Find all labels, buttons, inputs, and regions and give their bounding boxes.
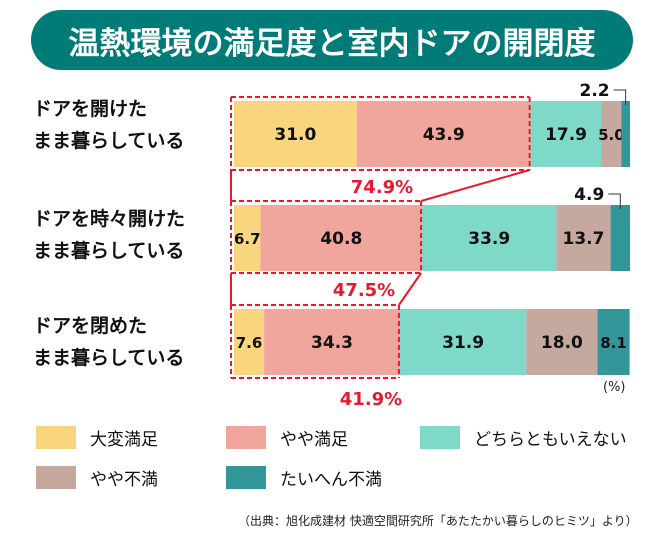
legend-swatch <box>36 426 76 449</box>
data-label: 7.6 <box>236 334 263 352</box>
connector-slant <box>398 272 422 306</box>
bar-segment <box>597 309 630 375</box>
legend-label: 大変満足 <box>90 430 158 450</box>
callout-line <box>613 89 627 105</box>
satisfied-total-label: 74.9% <box>351 177 413 198</box>
bar-segment <box>422 205 557 271</box>
legend-swatch <box>226 466 266 489</box>
bar-segment <box>356 101 531 167</box>
row-label-door-closed: ドアを閉めた まま暮らしている <box>33 310 184 374</box>
data-label: 43.9 <box>423 125 465 145</box>
row-label-line: ドアを時々開けた <box>33 208 186 230</box>
data-label: 18.0 <box>541 333 583 353</box>
data-label: 6.7 <box>234 230 261 248</box>
data-label: 40.8 <box>320 229 362 249</box>
bar-segment <box>621 101 630 167</box>
data-label: 8.1 <box>600 334 627 352</box>
bar-segment <box>556 205 611 271</box>
chart-title: 温熱環境の満足度と室内ドアの開閉度 <box>68 25 596 62</box>
data-label: 5.0 <box>598 126 625 144</box>
data-label: 31.0 <box>274 125 316 145</box>
legend-label: やや不満 <box>90 470 158 490</box>
row-label-door-open: ドアを開けた まま暮らしている <box>33 93 184 157</box>
connector-slant <box>420 169 530 202</box>
data-label: 13.7 <box>562 229 604 249</box>
legend-label: やや満足 <box>280 430 348 450</box>
row-label-line: まま暮らしている <box>33 347 185 369</box>
legend-item: どちらともいえない <box>420 425 627 450</box>
bar-segment <box>601 101 622 167</box>
data-label: 34.3 <box>311 333 353 353</box>
row-label-door-sometimes-open: ドアを時々開けた まま暮らしている <box>33 203 185 267</box>
bar-segment <box>399 309 527 375</box>
source-note: （出典：旭化成建材 快適空間研究所「あたたかい暮らしのヒミツ」より） <box>238 514 638 528</box>
legend-item: たいへん不満 <box>226 465 382 490</box>
data-label: 17.9 <box>545 125 587 145</box>
row-label-line: まま暮らしている <box>33 240 185 262</box>
row-label-line: ドアを閉めた <box>33 315 148 337</box>
legend-label: どちらともいえない <box>474 430 627 450</box>
data-label: 33.9 <box>468 229 510 249</box>
row-label-line: ドアを開けた <box>33 98 148 120</box>
bar-segment <box>234 309 265 375</box>
chart-title-banner: 温熱環境の満足度と室内ドアの開閉度 <box>31 10 633 70</box>
legend-swatch <box>226 426 266 449</box>
satisfied-total-label: 41.9% <box>340 389 402 410</box>
bar-segment <box>526 309 598 375</box>
bar-segment <box>264 309 400 375</box>
legend-item: やや不満 <box>36 465 158 490</box>
legend-item: やや満足 <box>226 425 348 450</box>
row-label-line: まま暮らしている <box>33 130 185 152</box>
satisfied-total-label: 47.5% <box>333 280 395 301</box>
legend-swatch <box>420 426 460 449</box>
data-label: 31.9 <box>442 333 484 353</box>
unit-label: (%) <box>603 380 626 395</box>
bar-segment <box>234 205 261 271</box>
bar-segment <box>234 101 357 167</box>
legend-item: 大変満足 <box>36 425 158 450</box>
data-label: 2.2 <box>580 81 610 101</box>
legend-label: たいへん不満 <box>280 470 382 490</box>
legend-swatch <box>36 466 76 489</box>
bar-segment <box>530 101 602 167</box>
data-label: 4.9 <box>574 185 604 205</box>
callout-line <box>608 193 621 209</box>
bar-segment <box>610 205 630 271</box>
bar-segment <box>260 205 423 271</box>
